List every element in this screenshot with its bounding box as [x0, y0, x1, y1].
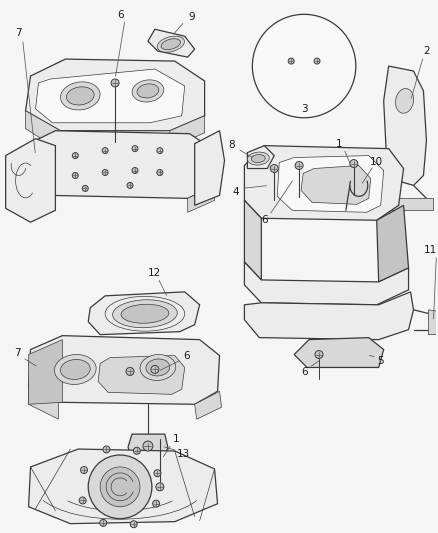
- Circle shape: [132, 167, 138, 173]
- Polygon shape: [384, 66, 427, 185]
- Circle shape: [270, 165, 278, 173]
- Text: 9: 9: [188, 12, 195, 22]
- Polygon shape: [301, 166, 371, 204]
- Polygon shape: [377, 205, 409, 282]
- Ellipse shape: [67, 87, 94, 105]
- Circle shape: [153, 500, 159, 507]
- Circle shape: [130, 521, 137, 528]
- Circle shape: [132, 146, 138, 151]
- Polygon shape: [428, 310, 438, 335]
- Circle shape: [134, 447, 140, 454]
- Circle shape: [154, 470, 161, 477]
- Polygon shape: [247, 146, 274, 168]
- Text: 3: 3: [301, 104, 307, 114]
- Text: 6: 6: [301, 367, 307, 377]
- Polygon shape: [28, 449, 218, 523]
- Circle shape: [295, 161, 303, 169]
- Circle shape: [126, 367, 134, 375]
- Text: 1: 1: [173, 434, 179, 444]
- Circle shape: [156, 483, 164, 491]
- Text: 12: 12: [148, 268, 162, 278]
- Polygon shape: [282, 56, 326, 71]
- Text: 10: 10: [370, 157, 383, 166]
- Polygon shape: [18, 179, 50, 211]
- Ellipse shape: [132, 80, 164, 102]
- Text: 2: 2: [423, 46, 430, 56]
- Ellipse shape: [251, 155, 265, 163]
- Polygon shape: [374, 198, 434, 211]
- Polygon shape: [170, 116, 205, 149]
- Text: 6: 6: [184, 351, 190, 360]
- Circle shape: [79, 497, 86, 504]
- Circle shape: [100, 520, 107, 527]
- Ellipse shape: [54, 354, 96, 384]
- Polygon shape: [25, 111, 60, 151]
- Circle shape: [151, 366, 159, 374]
- Circle shape: [127, 182, 133, 188]
- Polygon shape: [244, 292, 413, 340]
- Polygon shape: [6, 139, 55, 222]
- Circle shape: [72, 173, 78, 179]
- Polygon shape: [188, 185, 215, 212]
- Circle shape: [103, 446, 110, 453]
- Circle shape: [88, 455, 152, 519]
- Circle shape: [157, 169, 163, 175]
- Text: 1: 1: [336, 139, 342, 149]
- Text: 13: 13: [177, 449, 191, 459]
- Polygon shape: [28, 336, 219, 404]
- Polygon shape: [194, 131, 225, 205]
- Ellipse shape: [140, 354, 176, 381]
- Text: 4: 4: [232, 188, 239, 197]
- Polygon shape: [88, 292, 200, 335]
- Polygon shape: [28, 387, 58, 419]
- Text: 7: 7: [15, 28, 22, 38]
- Circle shape: [314, 58, 320, 64]
- Circle shape: [252, 14, 356, 118]
- Circle shape: [143, 441, 153, 451]
- Ellipse shape: [247, 152, 269, 165]
- Ellipse shape: [60, 82, 100, 110]
- Text: 6: 6: [117, 10, 124, 20]
- Circle shape: [288, 58, 294, 64]
- Polygon shape: [244, 262, 409, 305]
- Ellipse shape: [157, 36, 184, 52]
- Polygon shape: [25, 59, 205, 131]
- Polygon shape: [35, 69, 185, 123]
- Circle shape: [81, 466, 88, 473]
- Polygon shape: [277, 156, 384, 212]
- Polygon shape: [294, 337, 384, 367]
- Ellipse shape: [121, 304, 169, 323]
- Polygon shape: [128, 434, 168, 459]
- Polygon shape: [18, 131, 215, 198]
- Ellipse shape: [161, 39, 180, 50]
- Ellipse shape: [137, 84, 159, 98]
- Ellipse shape: [60, 359, 90, 379]
- Circle shape: [72, 152, 78, 159]
- Text: 8: 8: [228, 140, 235, 150]
- Circle shape: [315, 351, 323, 359]
- Polygon shape: [98, 356, 185, 394]
- Text: 11: 11: [424, 245, 437, 255]
- Polygon shape: [244, 200, 261, 280]
- Polygon shape: [277, 51, 331, 76]
- Circle shape: [82, 185, 88, 191]
- Ellipse shape: [396, 88, 413, 113]
- Polygon shape: [148, 29, 194, 57]
- Circle shape: [102, 148, 108, 154]
- Circle shape: [100, 467, 140, 507]
- Circle shape: [350, 159, 358, 167]
- Ellipse shape: [146, 359, 170, 376]
- Text: 6: 6: [261, 215, 268, 225]
- Polygon shape: [244, 146, 403, 220]
- Text: 5: 5: [378, 357, 384, 367]
- Text: 7: 7: [14, 348, 21, 358]
- Polygon shape: [28, 340, 62, 404]
- Circle shape: [102, 169, 108, 175]
- Circle shape: [157, 148, 163, 154]
- Ellipse shape: [113, 300, 177, 328]
- Polygon shape: [194, 391, 222, 419]
- Circle shape: [111, 79, 119, 87]
